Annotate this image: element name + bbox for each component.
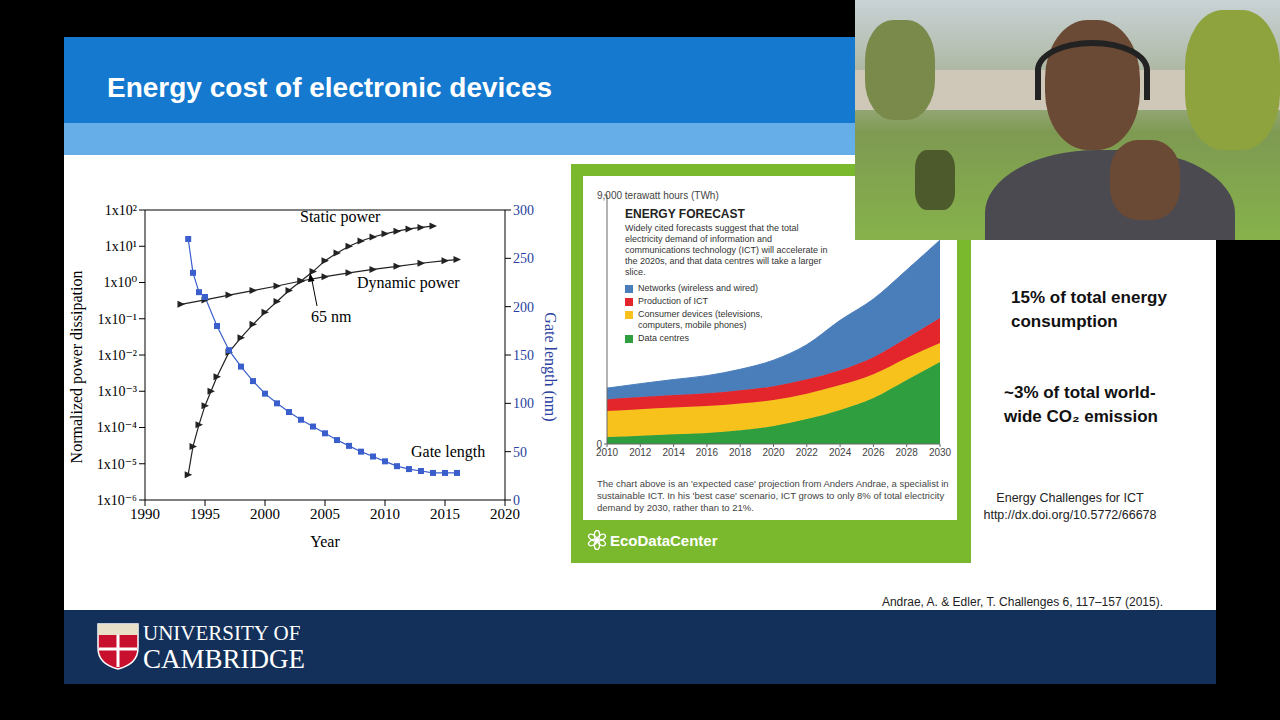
- svg-text:1x10²: 1x10²: [105, 203, 137, 218]
- svg-text:2026: 2026: [862, 447, 885, 458]
- html-text:~3% of total world-wide CO₂ em: ~3% of total world-wide CO₂ emission: [1004, 383, 1158, 426]
- svg-text:2018: 2018: [729, 447, 752, 458]
- svg-text:1995: 1995: [190, 506, 220, 522]
- svg-text:1990: 1990: [130, 506, 160, 522]
- svg-text:Static power: Static power: [300, 208, 381, 226]
- svg-text:1x10⁻¹: 1x10⁻¹: [97, 312, 137, 327]
- html-text:EcoDataCenter: EcoDataCenter: [610, 531, 718, 549]
- svg-text:9,000 terawatt hours (TWh): 9,000 terawatt hours (TWh): [597, 190, 719, 201]
- svg-text:2015: 2015: [430, 506, 460, 522]
- svg-text:2030: 2030: [929, 447, 952, 458]
- svg-text:2022: 2022: [796, 447, 819, 458]
- html-text:Energy cost of electronic devi: Energy cost of electronic devices: [107, 72, 553, 103]
- html-text:Production of ICT: Production of ICT: [638, 296, 708, 306]
- svg-text:Gate length (nm): Gate length (nm): [541, 312, 559, 421]
- svg-text:2024: 2024: [829, 447, 852, 458]
- html-text:The chart above is an 'expecte: The chart above is an 'expected case' pr…: [597, 478, 949, 513]
- svg-text:1x10⁻⁴: 1x10⁻⁴: [97, 420, 137, 435]
- html-text:http://dx.doi.org/10.5772/6667: http://dx.doi.org/10.5772/66678: [983, 508, 1157, 522]
- html-text:Data centres: Data centres: [638, 333, 689, 343]
- html-text:Consumer devices (televisions,: Consumer devices (televisions, computers…: [638, 309, 763, 330]
- svg-text:300: 300: [513, 203, 534, 218]
- html-text:CAMBRIDGE: CAMBRIDGE: [143, 644, 305, 674]
- svg-text:2020: 2020: [490, 506, 520, 522]
- svg-text:1x10⁰: 1x10⁰: [103, 275, 137, 290]
- svg-text:1x10⁻⁵: 1x10⁻⁵: [97, 457, 137, 472]
- svg-text:Normalized power dissipation: Normalized power dissipation: [68, 271, 86, 464]
- svg-text:2028: 2028: [896, 447, 919, 458]
- html-text:Networks (wireless and wired): Networks (wireless and wired): [638, 283, 758, 293]
- svg-text:250: 250: [513, 251, 534, 266]
- svg-text:Gate length: Gate length: [411, 443, 485, 461]
- svg-text:150: 150: [513, 348, 534, 363]
- html-text:ENERGY FORECAST: ENERGY FORECAST: [625, 207, 745, 221]
- svg-text:Year: Year: [310, 533, 340, 550]
- html-text:Andrae, A. & Edler, T. Challen: Andrae, A. & Edler, T. Challenges 6, 117…: [881, 595, 1163, 609]
- html-text:UNIVERSITY OF: UNIVERSITY OF: [143, 621, 301, 645]
- svg-text:1x10⁻⁶: 1x10⁻⁶: [97, 493, 137, 508]
- svg-text:50: 50: [513, 445, 527, 460]
- html-text:15% of total energy consumptio: 15% of total energy consumption: [1011, 288, 1167, 331]
- svg-text:2010: 2010: [370, 506, 400, 522]
- svg-text:65 nm: 65 nm: [311, 308, 352, 325]
- svg-text:1x10¹: 1x10¹: [105, 239, 137, 254]
- svg-text:2000: 2000: [250, 506, 280, 522]
- svg-text:2005: 2005: [310, 506, 340, 522]
- svg-text:0: 0: [596, 439, 602, 450]
- svg-text:2016: 2016: [696, 447, 719, 458]
- svg-text:Dynamic power: Dynamic power: [357, 274, 460, 292]
- svg-text:2012: 2012: [629, 447, 652, 458]
- svg-text:1x10⁻²: 1x10⁻²: [97, 348, 137, 363]
- html-text:Energy Challenges for ICT: Energy Challenges for ICT: [996, 491, 1144, 505]
- svg-text:100: 100: [513, 396, 534, 411]
- html-text:Widely cited forecasts suggest: Widely cited forecasts suggest that the …: [625, 223, 828, 277]
- svg-text:200: 200: [513, 300, 534, 315]
- svg-text:0: 0: [513, 493, 520, 508]
- svg-text:2010: 2010: [595, 447, 619, 459]
- svg-text:1x10⁻³: 1x10⁻³: [97, 384, 137, 399]
- svg-text:2020: 2020: [762, 447, 785, 458]
- svg-text:2014: 2014: [662, 447, 685, 458]
